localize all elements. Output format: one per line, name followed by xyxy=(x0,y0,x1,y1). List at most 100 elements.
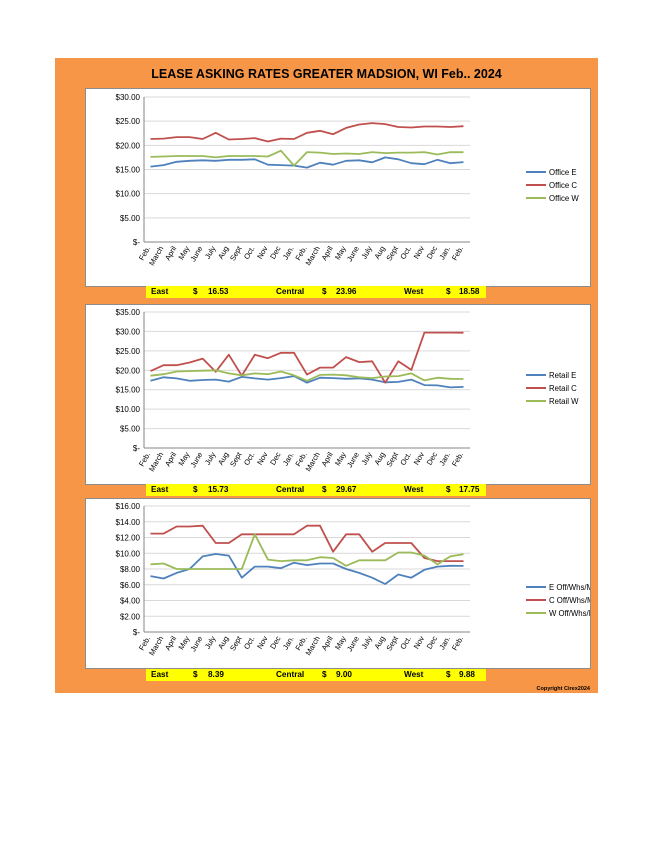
x-tick-label: Oct. xyxy=(398,451,413,467)
x-tick-label: April xyxy=(163,244,178,262)
x-tick-label: June xyxy=(188,451,204,470)
summary-central-label: Central xyxy=(276,485,305,494)
y-tick-label: $30.00 xyxy=(116,327,141,336)
x-tick-label: Nov xyxy=(255,450,270,466)
y-tick-label: $25.00 xyxy=(116,117,141,126)
report-panel: LEASE ASKING RATES GREATER MADSION, WI F… xyxy=(55,58,598,693)
summary-west-currency: $ xyxy=(446,287,451,296)
y-tick-label: $30.00 xyxy=(116,93,141,102)
summary-west-label: West xyxy=(404,287,424,296)
y-tick-label: $35.00 xyxy=(116,308,141,317)
x-tick-label: Dec xyxy=(268,450,283,466)
page-title: LEASE ASKING RATES GREATER MADSION, WI F… xyxy=(151,67,502,81)
x-tick-label: Jan. xyxy=(437,245,452,262)
x-tick-label: Sept xyxy=(228,244,244,263)
industrial-chart-svg: $- $2.00 $4.00 $6.00 $8.00 $10.00 $12.00 $14.00… xyxy=(116,502,590,657)
x-tick-label: July xyxy=(203,244,218,260)
x-tick-label: Dec xyxy=(425,244,440,260)
summary-central-label: Central xyxy=(276,287,305,296)
x-tick-label: July xyxy=(359,634,374,650)
x-tick-label: April xyxy=(163,634,178,652)
summary-central-value: 9.00 xyxy=(336,670,352,679)
summary-east-label: East xyxy=(151,485,169,494)
x-tick-label: April xyxy=(320,244,335,262)
y-tick-label: $- xyxy=(133,444,140,453)
y-tick-label: $15.00 xyxy=(116,166,141,175)
summary-west-value: 17.75 xyxy=(459,485,480,494)
x-tick-label: Nov xyxy=(412,634,427,650)
x-tick-label: Sept xyxy=(384,450,400,469)
x-tick-label: June xyxy=(345,451,361,470)
summary-central-value: 23.96 xyxy=(336,287,357,296)
y-tick-label: $10.00 xyxy=(116,190,141,199)
series-line-1 xyxy=(150,524,464,562)
summary-east-currency: $ xyxy=(193,670,198,679)
y-tick-label: $- xyxy=(133,238,140,247)
office-summary-bar: East $ 16.53 Central $ 23.96 West $ 18.5… xyxy=(146,286,486,298)
x-tick-label: July xyxy=(203,634,218,650)
x-tick-label: Dec xyxy=(425,634,440,650)
y-tick-label: $25.00 xyxy=(116,347,141,356)
legend-label: Retail C xyxy=(549,384,577,393)
x-tick-label: June xyxy=(188,245,204,264)
legend-label: Retail E xyxy=(549,371,576,380)
x-tick-label: Jan. xyxy=(281,245,296,262)
summary-east-label: East xyxy=(151,287,169,296)
x-tick-label: Nov xyxy=(255,634,270,650)
x-tick-label: Sept xyxy=(384,244,400,263)
x-tick-label: Nov xyxy=(255,244,270,260)
x-tick-label: Nov xyxy=(412,450,427,466)
y-tick-label: $5.00 xyxy=(120,425,141,434)
legend-label: Office W xyxy=(549,194,579,203)
series-line-0 xyxy=(150,553,464,585)
x-tick-label: Dec xyxy=(425,450,440,466)
x-tick-label: Jan. xyxy=(281,451,296,468)
x-tick-label: Jan. xyxy=(281,635,296,652)
series-line-2 xyxy=(150,369,464,382)
x-tick-label: Feb. xyxy=(450,245,465,263)
summary-central-label: Central xyxy=(276,670,305,679)
summary-east-currency: $ xyxy=(193,485,198,494)
y-tick-label: $4.00 xyxy=(120,597,141,606)
x-tick-label: Dec xyxy=(268,634,283,650)
series-line-2 xyxy=(150,149,464,167)
x-tick-label: July xyxy=(359,450,374,466)
summary-central-currency: $ xyxy=(322,287,327,296)
series-line-0 xyxy=(150,156,464,169)
x-tick-label: Jan. xyxy=(437,635,452,652)
x-tick-label: April xyxy=(163,450,178,468)
series-line-1 xyxy=(150,331,464,384)
series-line-2 xyxy=(150,533,464,570)
industrial-chart: $- $2.00 $4.00 $6.00 $8.00 $10.00 $12.00 $14.00… xyxy=(85,498,591,669)
y-tick-label: $5.00 xyxy=(120,214,141,223)
summary-central-value: 29.67 xyxy=(336,485,357,494)
x-tick-label: April xyxy=(320,450,335,468)
x-tick-label: Jan. xyxy=(437,451,452,468)
legend-label: C Off/Whs/Mfg/Ind xyxy=(549,596,590,605)
legend-label: Retail W xyxy=(549,397,579,406)
summary-central-currency: $ xyxy=(322,485,327,494)
summary-west-currency: $ xyxy=(446,670,451,679)
legend-label: W Off/Whs/Mfg/Ind xyxy=(549,609,590,618)
x-tick-label: Oct. xyxy=(398,635,413,651)
copyright-note: Copyright Cirex2024 xyxy=(536,686,591,692)
summary-east-value: 15.73 xyxy=(208,485,229,494)
summary-east-value: 16.53 xyxy=(208,287,229,296)
retail-chart-svg: $- $5.00 $10.00 $15.00 $20.00 $25.00 $30.00 $35… xyxy=(116,308,580,473)
x-tick-label: Feb. xyxy=(450,451,465,469)
y-tick-label: $12.00 xyxy=(116,534,141,543)
summary-east-currency: $ xyxy=(193,287,198,296)
legend-label: Office C xyxy=(549,181,577,190)
office-chart-svg: $- $5.00 $10.00 $15.00 $20.00 $25.00 $30.00 Feb… xyxy=(116,93,580,267)
x-tick-label: April xyxy=(320,634,335,652)
office-chart: $- $5.00 $10.00 $15.00 $20.00 $25.00 $30.00 Feb… xyxy=(85,88,591,287)
y-tick-label: $- xyxy=(133,628,140,637)
legend-label: Office E xyxy=(549,168,577,177)
x-tick-label: Nov xyxy=(412,244,427,260)
x-tick-label: Sept xyxy=(384,634,400,653)
summary-west-value: 9.88 xyxy=(459,670,475,679)
series-line-0 xyxy=(150,375,464,389)
y-tick-label: $20.00 xyxy=(116,141,141,150)
series-line-1 xyxy=(150,122,464,143)
y-tick-label: $20.00 xyxy=(116,366,141,375)
